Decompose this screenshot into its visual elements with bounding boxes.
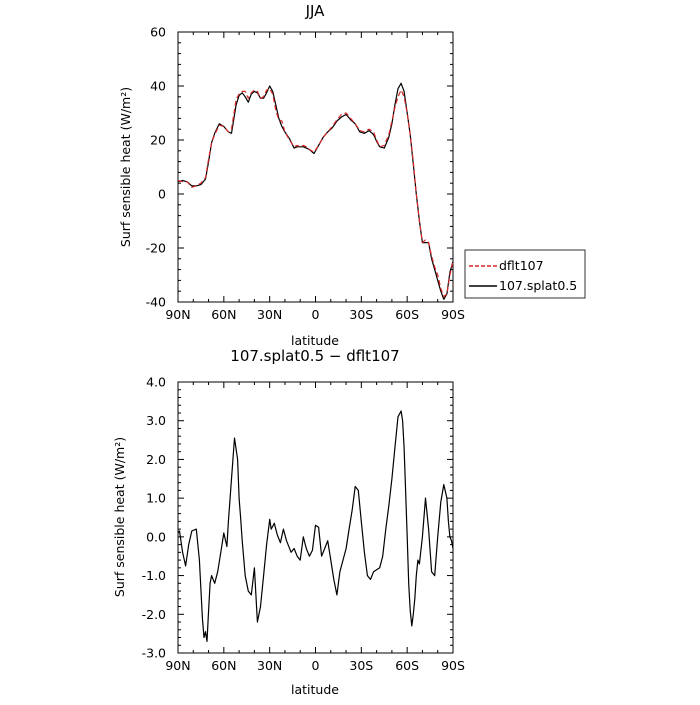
panel-bottom: 107.splat0.5 − dflt107 90N 60N 30N 0 30S 60S 9… [112, 347, 465, 697]
x-tick-label: 60S [395, 307, 419, 322]
x-tick-label: 60N [211, 307, 236, 322]
y-tick-label: -2.0 [142, 607, 166, 622]
series-line-107-splat0-5 [177, 82, 454, 300]
y-tick-label: -40 [146, 295, 166, 310]
panel-top-title: JJA [305, 2, 326, 20]
panel-top-series [177, 82, 454, 300]
series-line-dflt107 [177, 88, 454, 298]
x-tick-label: 90S [441, 307, 465, 322]
y-tick-label: -3.0 [142, 646, 166, 661]
panel-bottom-ticks: 90N 60N 30N 0 30S 60S 90S -3.0 -2.0 -1.0 0.0 1.0 2.0… [142, 375, 465, 674]
series-line-difference [177, 410, 454, 643]
x-tick-label: 30N [257, 658, 282, 673]
y-tick-label: 20 [150, 133, 166, 148]
panel-top-frame [177, 31, 454, 303]
panel-bottom-ylabel: Surf sensible heat (W/m²) [112, 437, 127, 597]
y-tick-label: 2.0 [146, 452, 166, 467]
y-tick-label: 3.0 [146, 413, 166, 428]
panel-bottom-xlabel: latitude [291, 682, 339, 697]
x-tick-label: 30S [349, 658, 373, 673]
y-tick-label: 4.0 [146, 375, 166, 390]
y-tick-label: 60 [150, 25, 166, 40]
panel-top-ylabel: Surf sensible heat (W/m²) [118, 87, 133, 247]
panel-top-ticks: 90N 60N 30N 0 30S 60S 90S -40 -20 0 20 40 60 [146, 25, 465, 323]
panel-bottom-title: 107.splat0.5 − dflt107 [230, 347, 399, 365]
x-tick-label: 30N [257, 307, 282, 322]
panel-top: JJA 90N 60N 30N 0 30S 60S 90S -40 -20 0 20 40 60 lat… [118, 2, 465, 348]
x-tick-label: 90N [165, 658, 190, 673]
x-tick-label: 60N [211, 658, 236, 673]
y-tick-label: 0 [158, 187, 166, 202]
panel-top-xlabel: latitude [291, 333, 339, 348]
x-tick-label: 60S [395, 658, 419, 673]
panel-bottom-frame [177, 381, 454, 654]
legend-frame [464, 249, 586, 299]
legend-label-dflt107: dflt107 [499, 258, 544, 273]
x-tick-label: 0 [312, 658, 320, 673]
y-tick-label: -20 [146, 241, 166, 256]
x-tick-label: 90N [165, 307, 190, 322]
x-tick-label: 30S [349, 307, 373, 322]
y-tick-label: -1.0 [142, 568, 166, 583]
legend-label-107-splat0-5: 107.splat0.5 [499, 278, 577, 293]
y-tick-label: 40 [150, 79, 166, 94]
x-tick-label: 0 [312, 307, 320, 322]
y-tick-label: 1.0 [146, 491, 166, 506]
y-tick-label: 0.0 [146, 529, 166, 544]
panel-bottom-series [177, 410, 454, 643]
legend: dflt107 107.splat0.5 [464, 249, 586, 299]
x-tick-label: 90S [441, 658, 465, 673]
